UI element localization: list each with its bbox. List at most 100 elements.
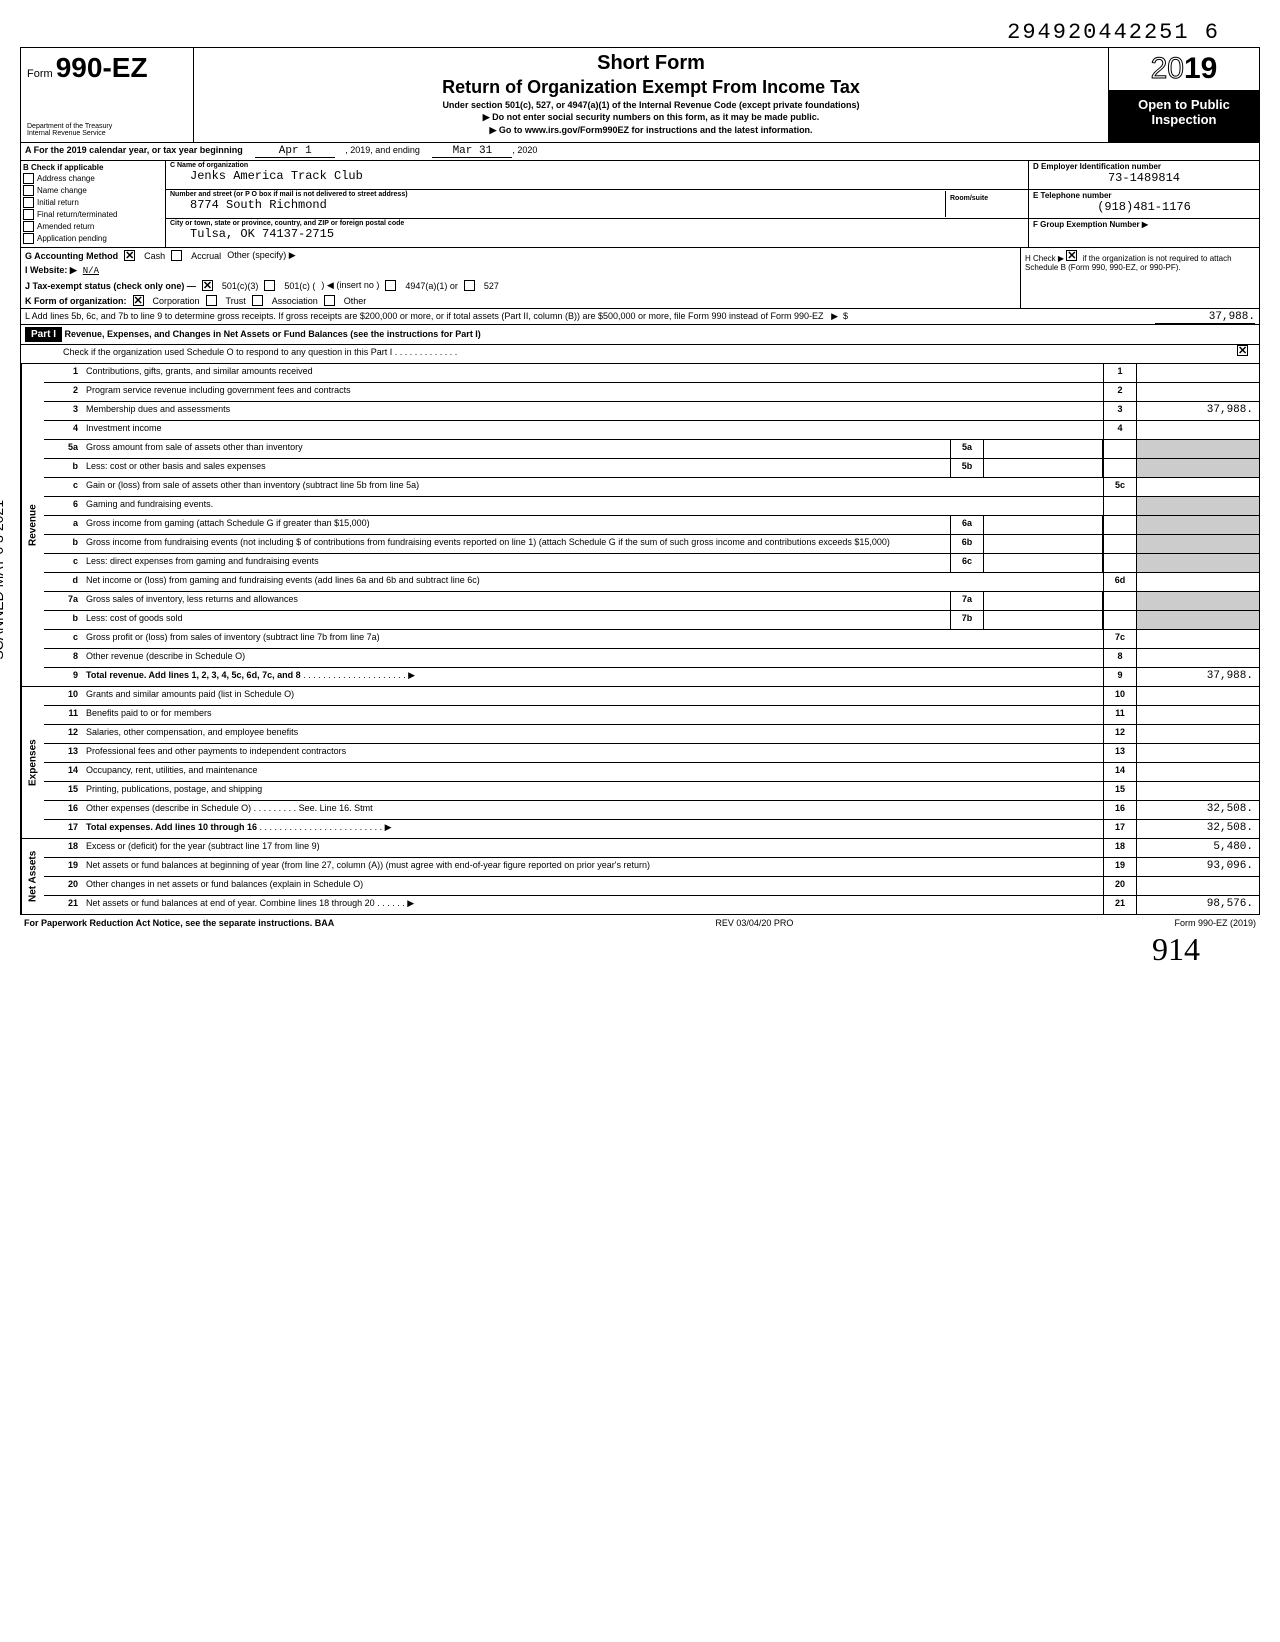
g-cash: Cash xyxy=(144,251,165,261)
line7c-val xyxy=(1136,630,1259,648)
c-name-label: C Name of organization xyxy=(170,162,1024,169)
line12-val xyxy=(1136,725,1259,743)
row-l: L Add lines 5b, 6c, and 7b to line 9 to … xyxy=(21,309,1259,325)
checkbox-address-change[interactable] xyxy=(23,173,34,184)
i-label: I Website: ▶ xyxy=(25,265,77,276)
checkbox-other[interactable] xyxy=(324,295,335,306)
line5b-num: 5b xyxy=(950,459,984,477)
g-other: Other (specify) ▶ xyxy=(227,250,295,261)
l-text: L Add lines 5b, 6c, and 7b to line 9 to … xyxy=(25,311,824,321)
line17-num: 17 xyxy=(1103,820,1136,838)
checkbox-cash[interactable] xyxy=(124,250,135,261)
line6a-desc: Gross income from gaming (attach Schedul… xyxy=(86,518,370,528)
line14-num: 14 xyxy=(1103,763,1136,781)
line19-desc: Net assets or fund balances at beginning… xyxy=(86,860,650,870)
part1-check-row: Check if the organization used Schedule … xyxy=(21,345,1259,364)
k-other: Other xyxy=(344,296,367,306)
checkbox-527[interactable] xyxy=(464,280,475,291)
line8-val xyxy=(1136,649,1259,667)
col-h: H Check ▶ if the organization is not req… xyxy=(1021,248,1259,308)
line6c-num: 6c xyxy=(950,554,984,572)
checkbox-h[interactable] xyxy=(1066,250,1077,261)
e-label: E Telephone number xyxy=(1033,191,1255,200)
b-name-change: Name change xyxy=(37,186,87,195)
org-address: 8774 South Richmond xyxy=(170,198,945,212)
line11-desc: Benefits paid to or for members xyxy=(86,708,212,718)
website: N/A xyxy=(83,266,99,276)
h-text1: H Check ▶ xyxy=(1025,254,1064,263)
column-b: B Check if applicable Address change Nam… xyxy=(21,161,166,247)
line13-val xyxy=(1136,744,1259,762)
dept-treasury: Department of the Treasury xyxy=(27,123,187,131)
checkbox-schedule-o[interactable] xyxy=(1237,345,1248,356)
line16-val: 32,508. xyxy=(1136,801,1259,819)
checkbox-pending[interactable] xyxy=(23,233,34,244)
gross-receipts: 37,988. xyxy=(1155,311,1255,324)
scanned-stamp: SCANNED MAY 0 3 2021 xyxy=(0,500,6,660)
line4-desc: Investment income xyxy=(86,423,162,433)
line9-desc: Total revenue. Add lines 1, 2, 3, 4, 5c,… xyxy=(86,670,301,680)
line13-num: 13 xyxy=(1103,744,1136,762)
line8-num: 8 xyxy=(1103,649,1136,667)
top-serial: 294920442251 6 xyxy=(20,20,1260,45)
line10-val xyxy=(1136,687,1259,705)
checkbox-501c3[interactable] xyxy=(202,280,213,291)
checkbox-corp[interactable] xyxy=(133,295,144,306)
line5b-desc: Less: cost or other basis and sales expe… xyxy=(86,461,266,471)
main-title: Return of Organization Exempt From Incom… xyxy=(202,77,1100,98)
line7b-num: 7b xyxy=(950,611,984,629)
line3-val: 37,988. xyxy=(1136,402,1259,420)
checkbox-amended[interactable] xyxy=(23,221,34,232)
line5c-num: 5c xyxy=(1103,478,1136,496)
checkbox-501c[interactable] xyxy=(264,280,275,291)
line11-val xyxy=(1136,706,1259,724)
c-addr-label: Number and street (or P O box if mail is… xyxy=(170,191,945,198)
tax-year: 2019 xyxy=(1109,48,1259,91)
line4-val xyxy=(1136,421,1259,439)
row-a: A For the 2019 calendar year, or tax yea… xyxy=(21,143,1259,161)
line3-num: 3 xyxy=(1103,402,1136,420)
revenue-section: Revenue 1Contributions, gifts, grants, a… xyxy=(21,364,1259,687)
line7a-num: 7a xyxy=(950,592,984,610)
line10-num: 10 xyxy=(1103,687,1136,705)
b-label: B Check if applicable xyxy=(23,163,103,172)
j-501c: 501(c) ( xyxy=(284,281,315,291)
part1-check-text: Check if the organization used Schedule … xyxy=(63,347,392,357)
checkbox-name-change[interactable] xyxy=(23,185,34,196)
line21-val: 98,576. xyxy=(1136,896,1259,914)
tax-year-end: Mar 31 xyxy=(432,145,512,158)
line18-desc: Excess or (deficit) for the year (subtra… xyxy=(86,841,320,851)
line19-num: 19 xyxy=(1103,858,1136,876)
tax-year-begin: Apr 1 xyxy=(255,145,335,158)
line7c-desc: Gross profit or (loss) from sales of inv… xyxy=(86,632,380,642)
checkbox-final-return[interactable] xyxy=(23,209,34,220)
line14-val xyxy=(1136,763,1259,781)
checkbox-initial-return[interactable] xyxy=(23,197,34,208)
ein: 73-1489814 xyxy=(1033,171,1255,185)
k-assoc: Association xyxy=(272,296,318,306)
checkbox-trust[interactable] xyxy=(206,295,217,306)
j-501c3: 501(c)(3) xyxy=(222,281,259,291)
line20-num: 20 xyxy=(1103,877,1136,895)
subtitle: Under section 501(c), 527, or 4947(a)(1)… xyxy=(202,100,1100,110)
column-c: C Name of organization Jenks America Tra… xyxy=(166,161,1029,247)
line15-num: 15 xyxy=(1103,782,1136,800)
part1-title: Revenue, Expenses, and Changes in Net As… xyxy=(65,329,481,339)
netassets-section: Net Assets 18Excess or (deficit) for the… xyxy=(21,839,1259,914)
form-label: Form xyxy=(27,68,53,80)
expenses-vert-label: Expenses xyxy=(21,687,44,838)
org-name: Jenks America Track Club xyxy=(170,169,1024,183)
checkbox-4947[interactable] xyxy=(385,280,396,291)
line6d-desc: Net income or (loss) from gaming and fun… xyxy=(86,575,480,585)
room-label: Room/suite xyxy=(950,195,988,202)
checkbox-accrual[interactable] xyxy=(171,250,182,261)
j-label: J Tax-exempt status (check only one) — xyxy=(25,281,196,291)
row-a-mid: , 2019, and ending xyxy=(345,145,420,158)
line1-val xyxy=(1136,364,1259,382)
line18-num: 18 xyxy=(1103,839,1136,857)
checkbox-assoc[interactable] xyxy=(252,295,263,306)
line6d-val xyxy=(1136,573,1259,591)
block-bcdef: B Check if applicable Address change Nam… xyxy=(21,161,1259,248)
k-corp: Corporation xyxy=(153,296,200,306)
b-amended: Amended return xyxy=(37,222,94,231)
